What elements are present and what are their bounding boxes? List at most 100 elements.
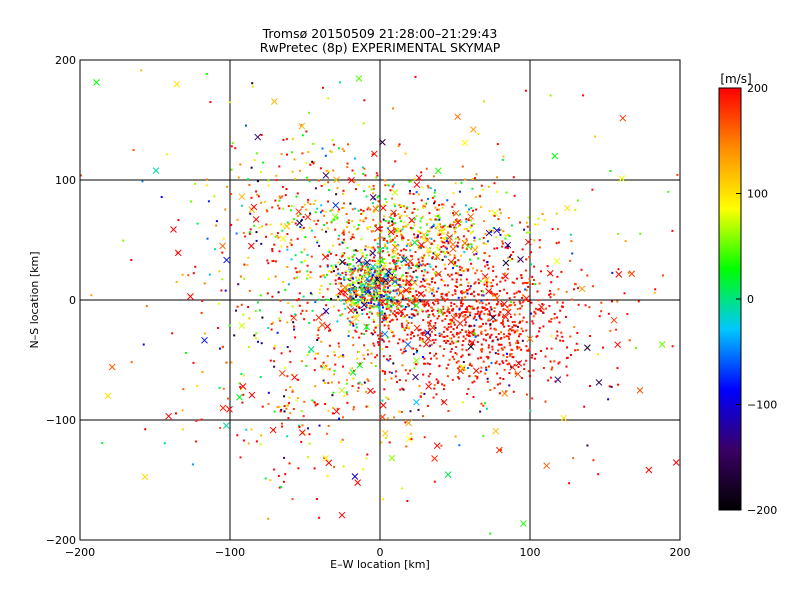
data-point	[506, 306, 509, 309]
data-point	[291, 389, 294, 392]
data-point	[395, 280, 398, 283]
data-point	[453, 323, 456, 326]
data-point	[389, 299, 392, 301]
data-point	[386, 304, 389, 307]
data-point	[479, 370, 482, 373]
data-point	[366, 279, 369, 282]
data-point	[410, 322, 413, 325]
data-point-cross	[278, 369, 286, 377]
data-point	[433, 341, 436, 344]
data-point	[280, 223, 283, 226]
data-point	[285, 407, 288, 410]
data-point-cross	[379, 401, 387, 409]
data-point	[396, 318, 399, 321]
data-point	[358, 293, 361, 296]
data-point	[307, 456, 309, 459]
data-point	[586, 274, 589, 277]
data-point	[267, 184, 270, 187]
data-point-cross	[321, 363, 329, 371]
data-point	[195, 440, 198, 443]
data-point	[453, 303, 456, 306]
data-point	[513, 331, 516, 334]
data-point	[488, 229, 491, 232]
data-point	[434, 281, 436, 284]
data-point-cross	[408, 216, 416, 224]
data-point	[289, 242, 292, 245]
data-point	[458, 316, 461, 319]
data-point	[441, 292, 444, 295]
data-point	[467, 268, 470, 271]
data-point	[262, 161, 265, 164]
data-point	[412, 202, 415, 204]
data-point	[357, 382, 360, 385]
data-point	[466, 310, 469, 313]
data-point	[257, 340, 259, 343]
data-point	[440, 236, 443, 239]
data-point-cross	[248, 391, 256, 399]
data-point	[301, 309, 304, 312]
data-point	[363, 190, 365, 193]
data-point	[445, 341, 448, 344]
data-point	[307, 151, 310, 154]
data-point	[426, 362, 429, 365]
data-point	[181, 409, 184, 412]
data-point	[413, 178, 416, 181]
data-point	[375, 273, 378, 276]
data-point	[487, 185, 490, 188]
data-point	[466, 392, 469, 395]
data-point	[360, 332, 363, 335]
data-point	[477, 357, 480, 360]
data-point	[306, 254, 309, 256]
data-point	[577, 287, 580, 290]
data-point	[495, 360, 498, 363]
data-point	[489, 335, 492, 338]
data-point	[623, 292, 626, 295]
data-point	[482, 290, 485, 293]
data-point	[283, 395, 286, 398]
data-point	[456, 272, 459, 275]
data-point	[296, 215, 299, 218]
data-point	[367, 206, 370, 209]
data-point	[403, 329, 406, 332]
data-point	[388, 216, 391, 218]
data-point	[506, 352, 508, 355]
data-point	[508, 337, 510, 340]
data-point	[413, 367, 416, 370]
data-point	[230, 168, 233, 171]
data-point	[405, 445, 408, 448]
data-point	[330, 151, 333, 154]
data-point	[437, 248, 440, 251]
data-point	[455, 345, 458, 348]
data-point	[412, 270, 415, 273]
data-point	[520, 348, 523, 351]
data-point	[271, 250, 274, 253]
data-point	[556, 275, 559, 278]
data-point	[453, 289, 456, 292]
data-point	[428, 322, 431, 325]
data-point	[326, 474, 329, 477]
data-point	[355, 331, 358, 333]
data-point	[308, 111, 310, 114]
data-point	[385, 275, 388, 278]
data-point	[301, 134, 304, 137]
data-point	[534, 312, 537, 315]
data-point-cross	[236, 393, 243, 401]
data-point	[398, 267, 401, 270]
data-point	[423, 279, 426, 282]
data-point	[518, 300, 521, 303]
data-point	[360, 285, 363, 288]
data-point	[490, 290, 493, 293]
data-point	[289, 361, 292, 364]
data-point	[367, 246, 370, 249]
data-point	[425, 167, 428, 170]
data-point	[363, 302, 366, 304]
data-point	[507, 217, 510, 219]
data-point	[423, 305, 426, 308]
data-point	[271, 206, 274, 209]
data-point	[394, 267, 397, 269]
data-point	[390, 212, 393, 215]
data-point	[452, 328, 455, 331]
data-point	[386, 297, 389, 300]
data-point	[498, 313, 500, 316]
data-point	[407, 263, 410, 266]
